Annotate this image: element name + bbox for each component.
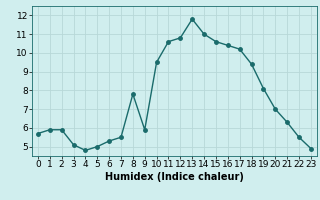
- X-axis label: Humidex (Indice chaleur): Humidex (Indice chaleur): [105, 172, 244, 182]
